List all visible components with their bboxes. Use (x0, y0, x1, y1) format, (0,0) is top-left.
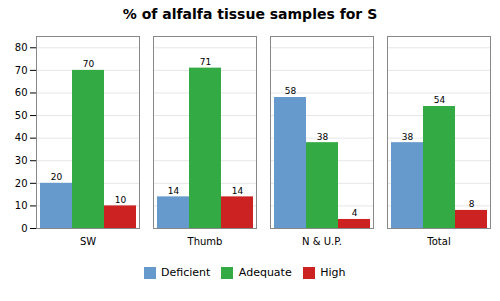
svg-text:10: 10 (115, 195, 127, 205)
svg-text:80: 80 (15, 42, 28, 53)
svg-text:4: 4 (352, 208, 358, 218)
svg-text:50: 50 (15, 110, 28, 121)
svg-text:38: 38 (402, 132, 414, 142)
svg-text:38: 38 (317, 132, 329, 142)
html-text:Adequate: Adequate (238, 266, 292, 279)
svg-text:20: 20 (51, 172, 63, 182)
svg-text:58: 58 (285, 86, 297, 96)
html-text:% of alfalfa tissue samples fo: % of alfalfa tissue samples for S (122, 6, 378, 22)
html-text:Deficient: Deficient (161, 266, 211, 279)
svg-text:N & U.P.: N & U.P. (302, 236, 342, 247)
svg-text:60: 60 (15, 87, 28, 98)
html-text:High: High (320, 266, 346, 279)
svg-text:20: 20 (15, 178, 28, 189)
svg-text:71: 71 (200, 57, 211, 67)
svg-text:Total: Total (426, 236, 450, 247)
svg-text:30: 30 (15, 155, 28, 166)
svg-text:40: 40 (15, 132, 28, 143)
svg-text:14: 14 (232, 186, 244, 196)
svg-text:14: 14 (168, 186, 180, 196)
svg-text:8: 8 (469, 199, 475, 209)
svg-text:70: 70 (83, 59, 95, 69)
svg-text:54: 54 (434, 95, 446, 105)
svg-text:Thumb: Thumb (187, 236, 223, 247)
svg-text:70: 70 (15, 65, 28, 76)
svg-text:10: 10 (15, 200, 28, 211)
svg-text:SW: SW (80, 236, 96, 247)
svg-text:0: 0 (21, 223, 27, 234)
